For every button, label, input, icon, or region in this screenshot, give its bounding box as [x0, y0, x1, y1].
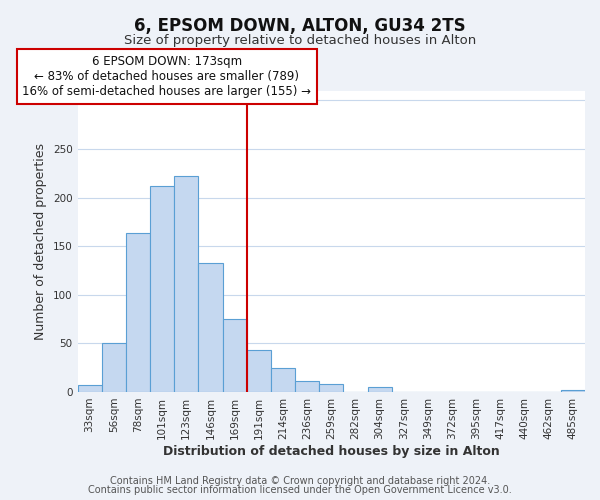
Bar — [223, 319, 247, 392]
Bar — [561, 390, 585, 392]
X-axis label: Distribution of detached houses by size in Alton: Distribution of detached houses by size … — [163, 444, 500, 458]
Text: Contains public sector information licensed under the Open Government Licence v3: Contains public sector information licen… — [88, 485, 512, 495]
Bar — [295, 382, 319, 392]
Bar — [77, 385, 102, 392]
Bar — [319, 384, 343, 392]
Text: Size of property relative to detached houses in Alton: Size of property relative to detached ho… — [124, 34, 476, 47]
Text: 6, EPSOM DOWN, ALTON, GU34 2TS: 6, EPSOM DOWN, ALTON, GU34 2TS — [134, 18, 466, 36]
Bar — [247, 350, 271, 392]
Bar — [150, 186, 174, 392]
Bar — [368, 387, 392, 392]
Bar — [126, 234, 150, 392]
Bar — [271, 368, 295, 392]
Text: Contains HM Land Registry data © Crown copyright and database right 2024.: Contains HM Land Registry data © Crown c… — [110, 476, 490, 486]
Text: 6 EPSOM DOWN: 173sqm
← 83% of detached houses are smaller (789)
16% of semi-deta: 6 EPSOM DOWN: 173sqm ← 83% of detached h… — [22, 56, 311, 98]
Y-axis label: Number of detached properties: Number of detached properties — [34, 143, 47, 340]
Bar — [102, 344, 126, 392]
Bar — [174, 176, 199, 392]
Bar — [199, 262, 223, 392]
